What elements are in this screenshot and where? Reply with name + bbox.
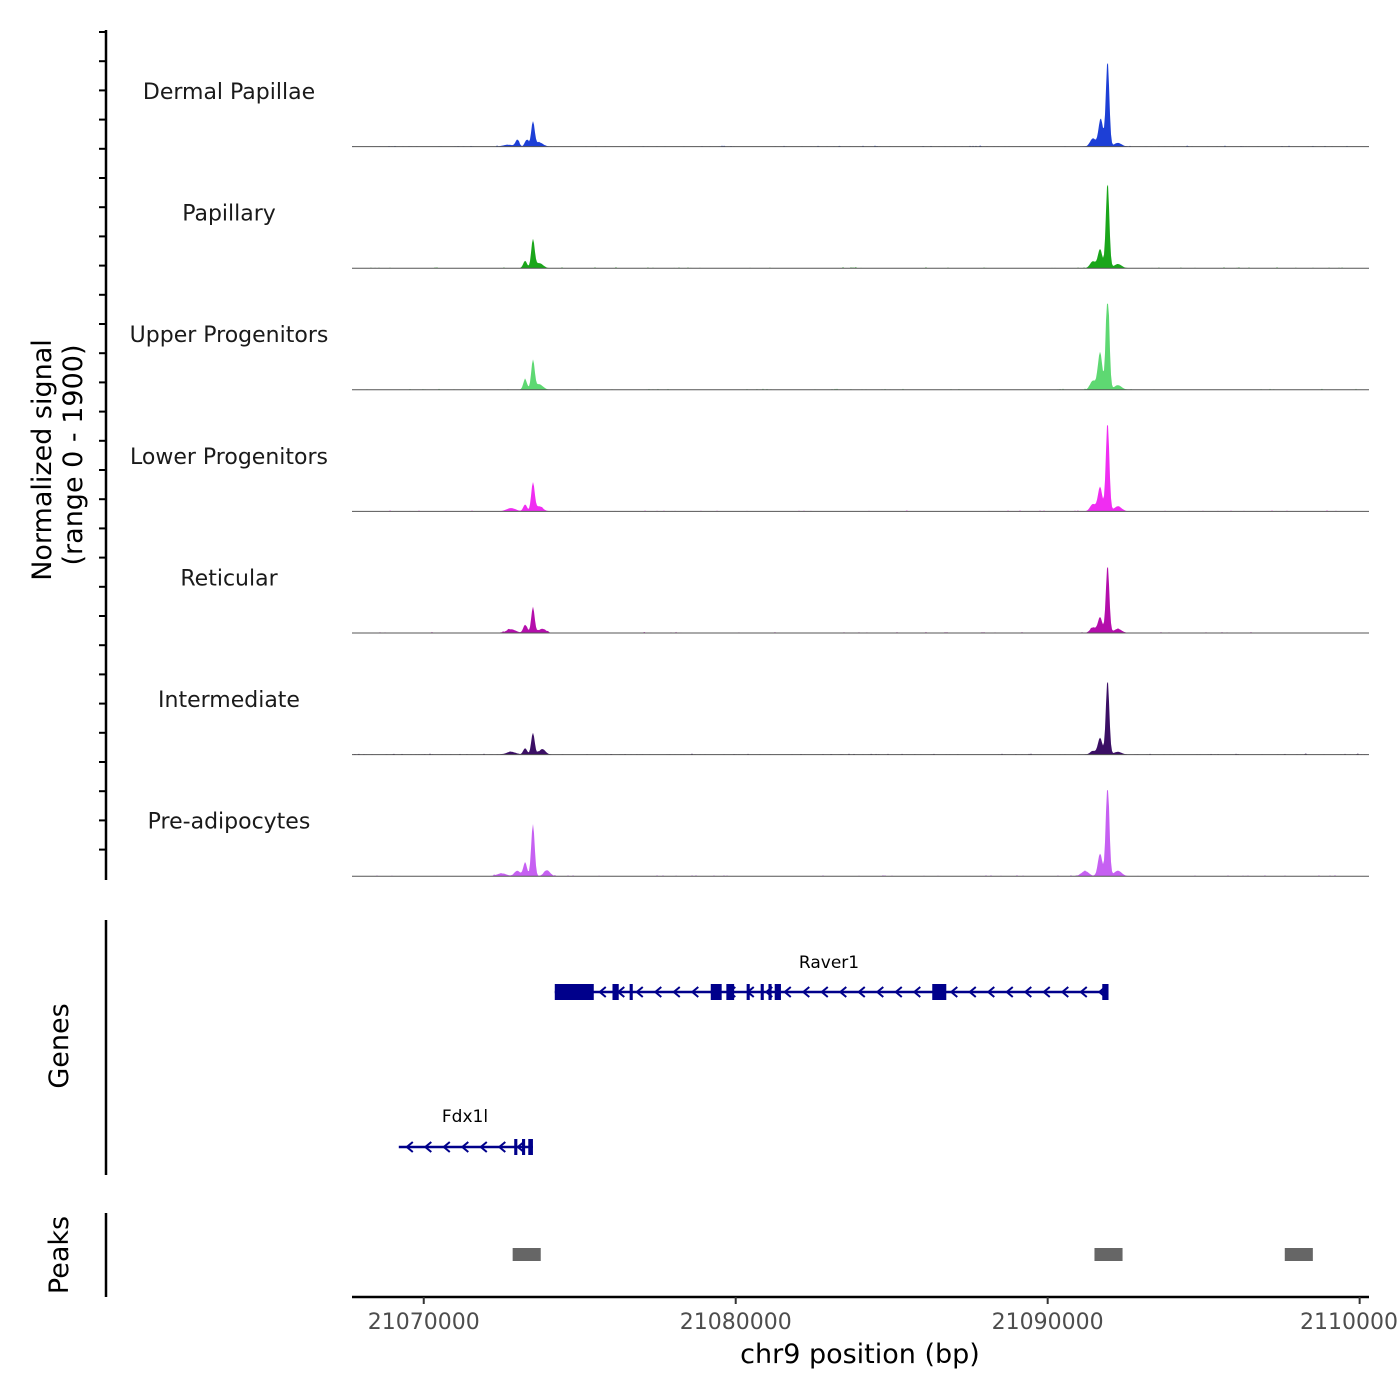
peak-region <box>1284 1248 1313 1261</box>
strand-arrow <box>653 986 662 998</box>
exon <box>1102 984 1109 1000</box>
strand-arrow <box>912 986 921 998</box>
strand-arrow <box>986 986 995 998</box>
track-label: Lower Progenitors <box>130 445 328 470</box>
y-axis-title-line2: (range 0 - 1900) <box>58 345 89 566</box>
signal-area <box>352 790 1369 877</box>
track-papillary: Papillary <box>182 184 1369 269</box>
gene-fdx1l: Fdx1l <box>398 1107 533 1155</box>
exon <box>554 984 594 1000</box>
gene-raver1: Raver1 <box>554 953 1109 1000</box>
strand-arrow <box>497 1141 506 1153</box>
gene-track: Raver1 Fdx1l <box>398 953 1109 1155</box>
strand-arrow <box>857 986 866 998</box>
x-tick-label: 21080000 <box>680 1310 792 1335</box>
x-tick-label: 21090000 <box>992 1310 1104 1335</box>
strand-arrow <box>423 1141 432 1153</box>
signal-area <box>352 184 1369 269</box>
strand-arrow <box>672 986 681 998</box>
track-upper-progenitors: Upper Progenitors <box>130 303 1369 391</box>
exon <box>932 984 947 1000</box>
x-tick-label: 2110000 <box>1300 1310 1398 1335</box>
track-label: Pre-adipocytes <box>148 810 311 835</box>
track-reticular: Reticular <box>180 566 1369 634</box>
peak-region <box>512 1248 541 1261</box>
exon <box>726 984 735 1000</box>
peak-region <box>1094 1248 1123 1261</box>
exon <box>612 984 619 1000</box>
strand-arrow <box>460 1141 469 1153</box>
signal-area <box>352 425 1369 512</box>
y-axis-title-line1: Normalized signal <box>27 339 58 581</box>
strand-arrow <box>690 986 699 998</box>
strand-arrow <box>1079 986 1088 998</box>
strand-arrow <box>875 986 884 998</box>
exon <box>629 984 633 1000</box>
signal-tracks: Dermal Papillae Papillary Upper Progenitor… <box>130 62 1369 877</box>
strand-arrow <box>516 1141 525 1153</box>
exon <box>774 984 781 1000</box>
strand-arrow <box>801 986 810 998</box>
strand-arrow <box>894 986 903 998</box>
signal-area <box>352 681 1369 755</box>
x-tick-label: 21070000 <box>368 1310 480 1335</box>
exon <box>746 984 750 1000</box>
strand-arrow <box>783 986 792 998</box>
signal-area <box>352 62 1369 147</box>
signal-area <box>352 303 1369 390</box>
strand-arrow <box>442 1141 451 1153</box>
strand-arrow <box>635 986 644 998</box>
strand-arrow <box>405 1141 414 1153</box>
gene-label: Fdx1l <box>442 1107 488 1127</box>
x-axis-title: chr9 position (bp) <box>740 1339 980 1370</box>
exon <box>760 984 764 1000</box>
strand-arrow <box>949 986 958 998</box>
track-pre-adipocytes: Pre-adipocytes <box>148 790 1369 877</box>
exon <box>768 984 772 1000</box>
exon <box>710 984 722 1000</box>
track-intermediate: Intermediate <box>158 681 1369 756</box>
left-axis-signal <box>99 30 108 880</box>
strand-arrow <box>820 986 829 998</box>
strand-arrow <box>838 986 847 998</box>
signal-area <box>352 566 1369 633</box>
gene-label: Raver1 <box>799 953 859 973</box>
strand-arrow <box>479 1141 488 1153</box>
track-label: Reticular <box>180 566 278 591</box>
peaks-axis-title: Peaks <box>44 1216 75 1294</box>
track-label: Upper Progenitors <box>130 323 329 348</box>
strand-arrow <box>1042 986 1051 998</box>
strand-arrow <box>1005 986 1014 998</box>
track-dermal-papillae: Dermal Papillae <box>143 62 1369 148</box>
genes-axis-title: Genes <box>44 1003 75 1088</box>
exon <box>514 1139 518 1155</box>
peak-track <box>512 1248 1313 1261</box>
track-label: Papillary <box>182 202 276 227</box>
strand-arrow <box>1023 986 1032 998</box>
strand-arrow <box>968 986 977 998</box>
strand-arrow <box>598 986 607 998</box>
x-axis: 21070000 21080000 21090000 2110000 <box>352 1295 1398 1335</box>
track-label: Intermediate <box>158 688 300 713</box>
strand-arrow <box>1060 986 1069 998</box>
track-label: Dermal Papillae <box>143 80 315 105</box>
track-lower-progenitors: Lower Progenitors <box>130 425 1369 512</box>
exon <box>528 1139 533 1155</box>
exon <box>522 1139 526 1155</box>
